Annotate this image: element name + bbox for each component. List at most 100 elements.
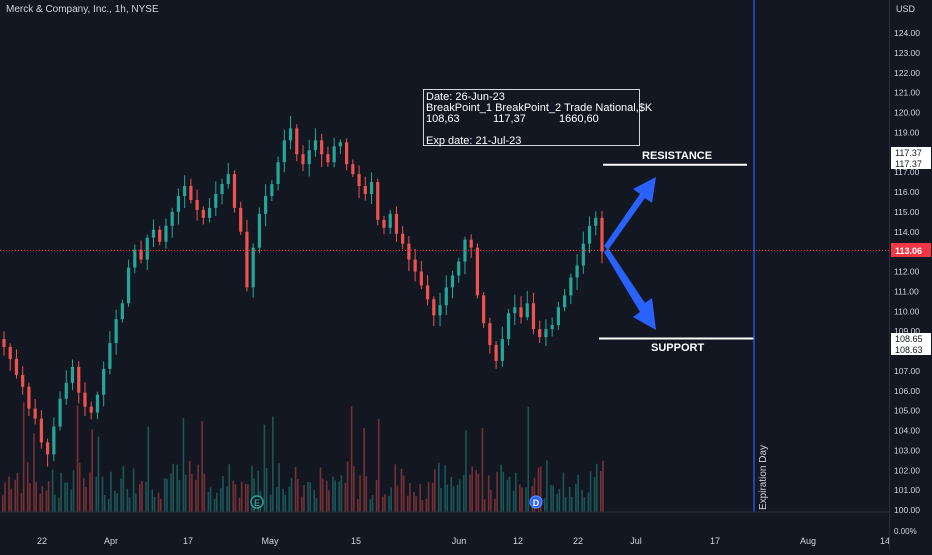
volume-bar <box>76 405 79 512</box>
x-tick-label: 14 <box>880 536 890 546</box>
y-tick-label: 109.00 <box>894 326 920 336</box>
candle-body <box>151 229 156 238</box>
candle-body <box>214 193 218 208</box>
volume-bar <box>232 480 235 512</box>
volume-bar <box>452 486 455 512</box>
volume-bar <box>153 496 156 512</box>
volume-bar <box>514 473 517 512</box>
volume-bar <box>45 490 48 512</box>
candle-body <box>176 195 181 212</box>
candle-body <box>556 307 560 326</box>
price-axis[interactable]: USD 124.00 123.00 122.00 121.00 120.00 119.00… <box>889 0 932 550</box>
volume-bar <box>35 482 37 512</box>
candle-body <box>419 271 423 286</box>
volume-bar <box>415 495 417 512</box>
candle-body <box>587 225 592 244</box>
volume-bar <box>325 480 328 512</box>
candle-body <box>494 345 498 361</box>
volume-bar <box>440 487 442 512</box>
volume-bar <box>465 430 467 512</box>
x-tick-label: Aug <box>800 536 816 546</box>
candle-body <box>369 182 374 194</box>
volume-bar <box>595 463 598 512</box>
x-tick-label: Jun <box>452 536 467 546</box>
x-axis: 22 Apr 17 May 15 Jun 12 22 Jul 17 Aug 14 <box>37 536 890 546</box>
volume-bar <box>296 478 299 512</box>
candle-body <box>114 319 118 344</box>
volume-bar <box>469 474 471 512</box>
candle-body <box>550 325 554 330</box>
candle-body <box>538 329 542 338</box>
dividend-letter: D <box>533 498 540 508</box>
y-tick-label: 121.00 <box>894 88 920 98</box>
volume-bar <box>222 476 224 512</box>
volume-bar <box>500 464 502 512</box>
volume-bar <box>334 480 336 512</box>
volume-bar <box>319 467 322 512</box>
price-axis-svg: USD 124.00 123.00 122.00 121.00 120.00 119.00… <box>891 4 931 536</box>
candle-body <box>270 184 274 196</box>
candle-body <box>295 128 299 155</box>
volume-bar <box>238 497 241 512</box>
volume-bar <box>197 464 199 512</box>
candle-body <box>450 275 455 288</box>
volume-bar <box>26 461 29 512</box>
resistance-price-a: 117.37 <box>895 148 922 158</box>
dividend-marker[interactable]: D <box>529 495 543 509</box>
volume-bar <box>253 478 255 512</box>
volume-bar <box>365 476 368 512</box>
volume-bar <box>587 492 590 512</box>
volume-bar <box>282 488 284 512</box>
volume-bar <box>419 484 421 512</box>
volume-bar <box>39 493 41 512</box>
earnings-marker[interactable]: E <box>250 495 264 509</box>
volume-bar <box>288 486 291 512</box>
support-price-a: 108.65 <box>895 334 923 344</box>
y-tick-label: 114.00 <box>894 227 920 237</box>
volume-bar <box>371 495 374 512</box>
volume-bar <box>396 485 399 512</box>
volume-bar <box>508 476 511 512</box>
volume-bar <box>64 482 66 512</box>
volume-bar <box>431 482 434 512</box>
volume-bar <box>589 471 592 512</box>
candle-body <box>64 382 68 399</box>
volume-bar <box>244 483 247 512</box>
volume-bar <box>70 489 73 512</box>
candle-body <box>513 307 517 314</box>
volume-bar <box>577 474 579 512</box>
volume-bar <box>33 433 35 512</box>
volume-bar <box>400 468 403 512</box>
symbol-title: Merck & Company, Inc., 1h, NYSE <box>6 4 159 15</box>
volume-bar <box>139 483 141 512</box>
candle-body <box>14 358 19 375</box>
volume-bar <box>126 488 129 512</box>
volume-bar <box>182 418 185 512</box>
volume-bar <box>51 469 54 512</box>
candle-body <box>594 217 598 226</box>
volume-bar <box>22 402 25 512</box>
volume-bar <box>163 478 166 512</box>
y-tick-label: 116.00 <box>894 187 920 197</box>
volume-bar <box>446 484 449 512</box>
volume-bar <box>471 466 473 512</box>
candle-body <box>220 184 224 194</box>
volume-bar <box>375 480 378 512</box>
candle-body <box>52 426 56 455</box>
volume-bar <box>195 479 197 512</box>
candle-body <box>338 142 342 147</box>
volume-bar <box>483 499 486 512</box>
volume-bar <box>494 498 496 512</box>
volume-bar <box>556 494 558 512</box>
candle-body <box>70 366 75 383</box>
volume-bar <box>409 483 411 512</box>
volume-bar <box>278 463 280 512</box>
candle-body <box>126 267 131 304</box>
volume-bar <box>114 490 116 512</box>
volume-bar <box>583 497 586 512</box>
volume-bar <box>82 477 85 512</box>
volume-bar <box>512 490 515 512</box>
candle-body <box>313 140 318 151</box>
candle-body <box>133 249 137 268</box>
